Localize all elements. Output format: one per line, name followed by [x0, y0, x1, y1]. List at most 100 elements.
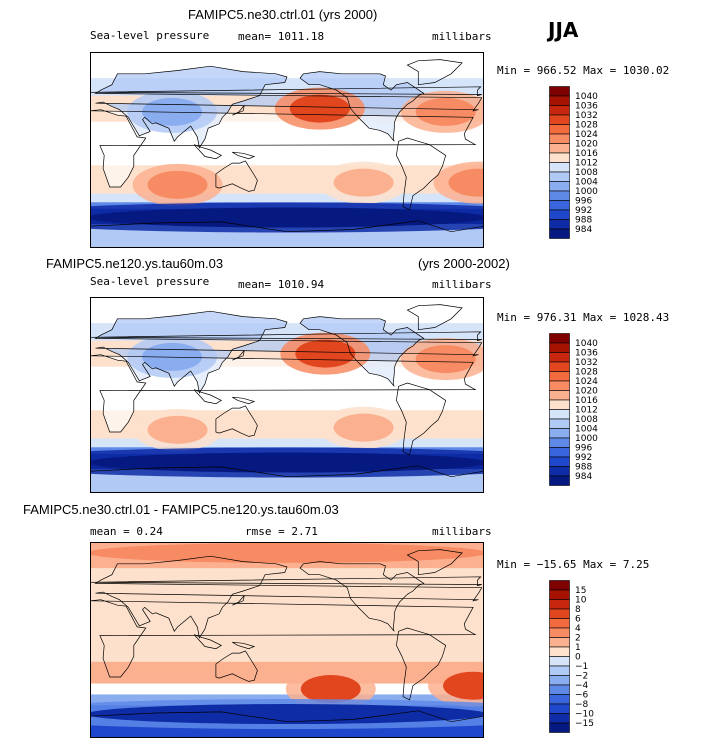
- zonal-band: [90, 200, 484, 203]
- zonal-band: [90, 408, 484, 411]
- colorbar-swatch: [549, 722, 570, 733]
- coastline: [90, 576, 482, 587]
- zonal-band: [90, 592, 484, 595]
- zonal-band: [90, 620, 484, 624]
- zonal-band: [90, 173, 484, 177]
- zonal-band: [90, 323, 484, 326]
- colorbar-label: 1040: [575, 92, 598, 102]
- zonal-band: [90, 668, 484, 672]
- zonal-band: [90, 180, 484, 184]
- zonal-band: [90, 438, 484, 442]
- zonal-band: [90, 334, 484, 337]
- zonal-band: [90, 479, 484, 483]
- coastline: [396, 137, 447, 211]
- colorbar-label: 1020: [575, 387, 598, 397]
- zonal-band: [90, 679, 484, 682]
- colorbar-swatch: [549, 143, 570, 154]
- feature-core: [147, 170, 208, 199]
- zonal-band: [90, 232, 484, 236]
- colorbar-swatch: [549, 114, 570, 125]
- zonal-band: [90, 442, 484, 446]
- feature-core: [333, 168, 394, 197]
- colorbar-swatch: [549, 437, 570, 448]
- zonal-band: [90, 418, 484, 422]
- map-frame: [90, 52, 484, 248]
- panel3-mean-label: mean = 0.24: [90, 525, 163, 538]
- zonal-band: [90, 432, 484, 435]
- zonal-band: [90, 733, 484, 737]
- feature-core: [147, 415, 208, 444]
- zonal-band: [90, 91, 484, 94]
- coastline: [94, 65, 483, 149]
- coastline: [94, 555, 483, 639]
- zonal-band: [90, 195, 484, 199]
- zonal-band: [90, 234, 484, 238]
- coastline: [232, 105, 245, 116]
- zonal-band: [90, 576, 484, 580]
- feature-core: [415, 97, 476, 126]
- feature-core: [90, 542, 484, 563]
- panel3-title: FAMIPC5.ne30.ctrl.01 - FAMIPC5.ne120.ys.…: [23, 502, 339, 517]
- zonal-band: [90, 574, 484, 578]
- zonal-band: [90, 635, 484, 639]
- zonal-band: [90, 178, 484, 182]
- colorbar-swatch: [549, 665, 570, 676]
- zonal-band: [90, 89, 484, 92]
- coastline: [215, 405, 258, 437]
- zonal-band: [90, 427, 484, 431]
- feature-core: [295, 339, 356, 368]
- colorbar-label: 1028: [575, 368, 598, 378]
- zonal-band: [90, 650, 484, 654]
- colorbar-swatch: [549, 124, 570, 135]
- colorbar-swatch: [549, 371, 570, 382]
- zonal-band: [90, 299, 484, 302]
- zonal-band: [90, 594, 484, 598]
- colorbar-swatch: [549, 675, 570, 686]
- colorbar-swatch: [549, 190, 570, 201]
- colorbar-swatch: [549, 599, 570, 610]
- colorbar-label: 992: [575, 206, 592, 216]
- zonal-band: [90, 490, 484, 493]
- zonal-band: [90, 589, 484, 593]
- zonal-band: [90, 429, 484, 433]
- zonal-band: [90, 60, 484, 64]
- coastline: [90, 710, 484, 738]
- colorbar-swatch: [549, 380, 570, 391]
- zonal-band: [90, 86, 484, 90]
- colorbar-label: 1016: [575, 396, 598, 406]
- zonal-band: [90, 336, 484, 339]
- zonal-band: [90, 587, 484, 591]
- zonal-band: [90, 52, 484, 55]
- colorbar-label: 1012: [575, 159, 598, 169]
- zonal-band: [90, 171, 484, 175]
- zonal-band: [90, 71, 484, 75]
- colorbar-label: 0: [575, 653, 581, 663]
- colorbar-swatch: [549, 694, 570, 705]
- panel1-variable-label: Sea-level pressure: [90, 29, 210, 42]
- zonal-band: [90, 735, 484, 738]
- panel3-units-label: millibars: [432, 525, 492, 538]
- colorbar-swatch: [549, 200, 570, 211]
- zonal-band: [90, 640, 484, 643]
- zonal-band: [90, 390, 484, 394]
- zonal-band: [90, 414, 484, 418]
- feature-core: [443, 671, 484, 700]
- panel1-colorbar: 1040103610321028102410201016101210081004…: [549, 86, 598, 239]
- zonal-band: [90, 425, 484, 429]
- panel1-minmax: Min = 966.52 Max = 1030.02: [497, 64, 670, 77]
- zonal-band: [90, 598, 484, 602]
- zonal-band: [90, 316, 484, 320]
- panel2-map: [90, 297, 484, 493]
- zonal-band: [90, 165, 484, 169]
- zonal-band: [90, 600, 484, 604]
- zonal-band: [90, 310, 484, 313]
- colorbar-label: 1020: [575, 140, 598, 150]
- colorbar-label: 2: [575, 634, 581, 644]
- colorbar-label: −8: [575, 700, 589, 710]
- zonal-band: [90, 318, 484, 322]
- zonal-band: [90, 672, 484, 676]
- zonal-band: [90, 484, 484, 488]
- coastline: [90, 86, 482, 97]
- colorbar-swatch: [549, 361, 570, 372]
- colorbar-swatch: [549, 703, 570, 714]
